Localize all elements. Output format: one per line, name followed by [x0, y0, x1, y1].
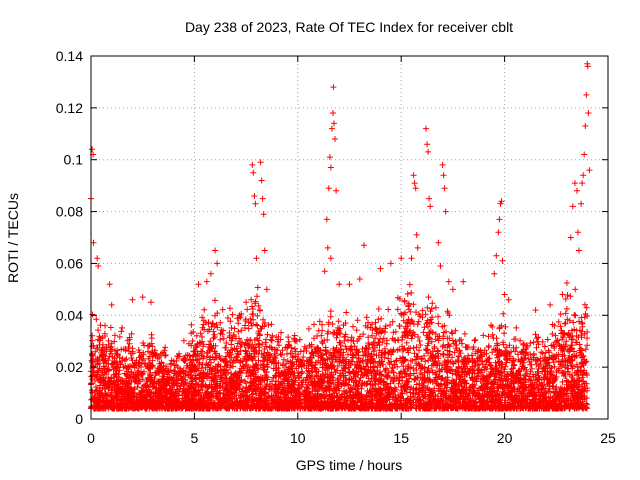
y-tick-label: 0.02 [56, 359, 83, 375]
x-axis-label: GPS time / hours [296, 457, 403, 473]
chart-title: Day 238 of 2023, Rate Of TEC Index for r… [185, 19, 513, 35]
scatter-markers [88, 60, 593, 412]
y-tick-labels: 0 0.02 0.04 0.06 0.08 0.1 0.12 0.14 [56, 48, 83, 427]
x-tick-label: 0 [87, 430, 95, 446]
x-tick-label: 5 [191, 430, 199, 446]
y-tick-label: 0.04 [56, 307, 83, 323]
y-tick-label: 0.14 [56, 48, 83, 64]
y-tick-label: 0.06 [56, 255, 83, 271]
x-tick-labels: 0 5 10 15 20 25 [87, 430, 616, 446]
x-tick-label: 10 [290, 430, 306, 446]
grid-lines [91, 56, 608, 419]
data-points [88, 60, 593, 412]
x-tick-label: 25 [600, 430, 616, 446]
x-tick-label: 20 [497, 430, 513, 446]
y-axis-label: ROTI / TECUs [5, 193, 21, 283]
y-tick-label: 0.08 [56, 204, 83, 220]
y-tick-label: 0.1 [64, 152, 84, 168]
x-tick-label: 15 [393, 430, 409, 446]
axis-ticks [90, 55, 609, 420]
y-tick-label: 0.12 [56, 100, 83, 116]
y-tick-label: 0 [75, 411, 83, 427]
plot-frame [90, 55, 609, 420]
